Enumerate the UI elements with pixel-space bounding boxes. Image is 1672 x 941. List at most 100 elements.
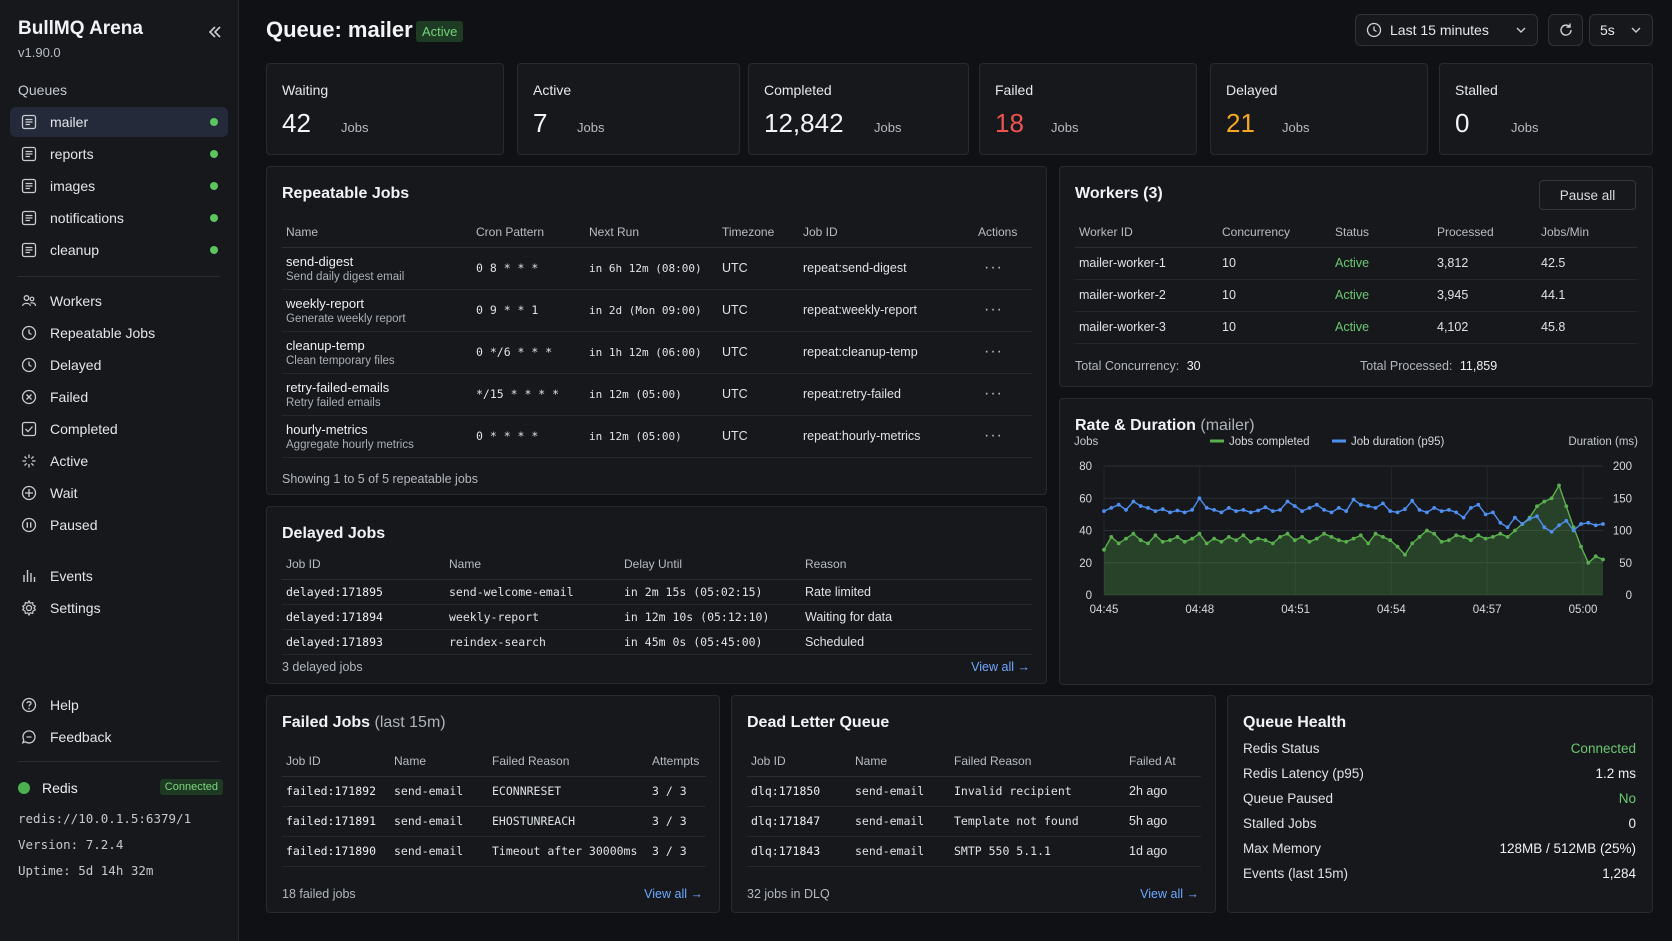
sidebar-item-feedback[interactable]: Feedback — [10, 722, 228, 752]
failed-title: Failed Jobs — [282, 714, 371, 731]
job-description: Send daily digest email — [286, 270, 405, 283]
stat-unit: Jobs — [1051, 120, 1079, 135]
queue-item-label: cleanup — [50, 242, 100, 258]
column-header: Job ID — [282, 746, 390, 777]
redis-version: Version: 7.2.4 — [18, 837, 124, 852]
panel-title: Failed Jobs (last 15m) — [282, 714, 446, 732]
table-row[interactable]: dlq:171847 send-email Template not found 5h… — [747, 806, 1201, 837]
more-actions-icon[interactable]: ··· — [984, 385, 1003, 402]
view-all-failed-link[interactable]: View all → — [644, 887, 703, 901]
failed-reason: Invalid recipient — [950, 776, 1125, 807]
more-actions-icon[interactable]: ··· — [984, 259, 1003, 276]
sidebar-item-failed[interactable]: Failed — [10, 382, 228, 412]
table-row[interactable]: failed:171891 send-email EHOSTUNREACH 3 / 3 — [282, 806, 706, 837]
y-right-tick: 150 — [1613, 493, 1632, 505]
table-row[interactable]: send-digest Send daily digest email 0 8 * … — [282, 247, 1032, 290]
column-header: Failed Reason — [950, 746, 1125, 777]
table-row[interactable]: failed:171890 send-email Timeout after 300… — [282, 836, 706, 867]
stat-card-stalled[interactable]: Stalled 0 Jobs — [1439, 63, 1653, 155]
data-point — [1314, 536, 1319, 541]
table-row[interactable]: weekly-report Generate weekly report 0 9 *… — [282, 289, 1032, 332]
table-row[interactable]: failed:171892 send-email ECONNRESET 3 / 3 — [282, 776, 706, 807]
data-point — [1557, 483, 1561, 488]
data-point — [1564, 518, 1569, 523]
table-row[interactable]: hourly-metrics Aggregate hourly metrics 0 … — [282, 415, 1032, 458]
more-actions-icon[interactable]: ··· — [984, 301, 1003, 318]
data-point — [1248, 510, 1253, 515]
check-square-icon — [20, 420, 38, 438]
table-row[interactable]: mailer-worker-2 10 Active 3,945 44.1 — [1075, 279, 1637, 312]
delay-reason: Waiting for data — [801, 604, 1032, 630]
total-concurrency: Total Concurrency: 30 — [1075, 359, 1201, 373]
table-row[interactable]: dlq:171843 send-email SMTP 550 5.1.1 1d ago — [747, 836, 1201, 867]
collapse-sidebar-icon[interactable] — [205, 22, 225, 42]
data-point — [1278, 508, 1282, 512]
column-header: Reason — [801, 549, 1032, 580]
stat-card-delayed[interactable]: Delayed 21 Jobs — [1210, 63, 1428, 155]
queue-item-reports[interactable]: reports — [10, 139, 228, 169]
more-actions-icon[interactable]: ··· — [984, 427, 1003, 444]
refresh-button[interactable] — [1548, 14, 1583, 46]
job-name-cell: cleanup-temp Clean temporary files — [282, 331, 472, 374]
bolt-icon — [20, 452, 38, 470]
sidebar-item-settings[interactable]: Settings — [10, 593, 228, 623]
sidebar-item-help[interactable]: Help — [10, 690, 228, 720]
data-point — [1204, 506, 1209, 510]
table-row[interactable]: mailer-worker-1 10 Active 3,812 42.5 — [1075, 247, 1637, 280]
view-all-dlq-link[interactable]: View all → — [1140, 887, 1199, 901]
delay-reason: Rate limited — [801, 579, 1032, 605]
table-row[interactable]: delayed:171893 reindex-search in 45m 0s (0… — [282, 629, 1032, 655]
table-row[interactable]: dlq:171850 send-email Invalid recipient 2h … — [747, 776, 1201, 807]
health-value: 1.2 ms — [1595, 766, 1636, 781]
stat-card-active[interactable]: Active 7 Jobs — [517, 63, 740, 155]
sidebar-item-completed[interactable]: Completed — [10, 414, 228, 444]
data-point — [1124, 508, 1128, 512]
queue-item-notifications[interactable]: notifications — [10, 203, 228, 233]
table-row[interactable]: delayed:171894 weekly-report in 12m 10s (0… — [282, 604, 1032, 630]
stat-card-completed[interactable]: Completed 12,842 Jobs — [748, 63, 969, 155]
worker-processed: 4,102 — [1433, 311, 1537, 344]
cron-pattern: 0 8 * * * — [472, 247, 585, 290]
data-point — [1476, 502, 1481, 507]
queue-item-mailer[interactable]: mailer — [10, 107, 228, 137]
table-row[interactable]: retry-failed-emails Retry failed emails */… — [282, 373, 1032, 416]
table-row[interactable]: cleanup-temp Clean temporary files 0 */6 *… — [282, 331, 1032, 374]
view-all-delayed-link[interactable]: View all → — [971, 660, 1030, 674]
table-row[interactable]: delayed:171895 send-welcome-email in 2m 15… — [282, 579, 1032, 605]
refresh-interval-select[interactable]: 5s — [1589, 14, 1653, 46]
sidebar-item-paused[interactable]: Paused — [10, 510, 228, 540]
data-point — [1388, 538, 1393, 543]
time-range-select[interactable]: Last 15 minutes — [1355, 14, 1538, 46]
queue-status-dot-icon — [210, 214, 218, 222]
queue-item-images[interactable]: images — [10, 171, 228, 201]
data-point — [1564, 504, 1569, 509]
more-actions-icon[interactable]: ··· — [984, 343, 1003, 360]
health-label: Max Memory — [1243, 841, 1322, 856]
table-row[interactable]: mailer-worker-3 10 Active 4,102 45.8 — [1075, 311, 1637, 344]
timezone: UTC — [718, 415, 799, 458]
cron-pattern: 0 * * * * — [472, 415, 585, 458]
pause-all-button[interactable]: Pause all — [1539, 180, 1636, 210]
redis-label: Redis — [42, 780, 78, 796]
queue-item-cleanup[interactable]: cleanup — [10, 235, 228, 265]
sidebar-item-repeatable-jobs[interactable]: Repeatable Jobs — [10, 318, 228, 348]
sidebar-item-delayed[interactable]: Delayed — [10, 350, 228, 380]
data-point — [1131, 531, 1136, 536]
sidebar-item-events[interactable]: Events — [10, 561, 228, 591]
panel-title: Rate & Duration (mailer) — [1075, 417, 1255, 435]
job-description: Generate weekly report — [286, 312, 406, 325]
stat-card-failed[interactable]: Failed 18 Jobs — [979, 63, 1197, 155]
sidebar-item-wait[interactable]: Wait — [10, 478, 228, 508]
refresh-interval-value: 5s — [1600, 22, 1615, 38]
stat-card-waiting[interactable]: Waiting 42 Jobs — [266, 63, 504, 155]
sidebar-item-active[interactable]: Active — [10, 446, 228, 476]
data-point — [1432, 506, 1437, 510]
sidebar-item-workers[interactable]: Workers — [10, 286, 228, 316]
health-value: Connected — [1570, 741, 1636, 756]
job-name: send-welcome-email — [445, 579, 620, 605]
worker-id: mailer-worker-3 — [1075, 311, 1218, 344]
delay-until: in 45m 0s (05:45:00) — [620, 629, 801, 655]
data-point — [1358, 502, 1363, 507]
data-point — [1476, 533, 1481, 538]
time-range-value: Last 15 minutes — [1390, 22, 1489, 38]
